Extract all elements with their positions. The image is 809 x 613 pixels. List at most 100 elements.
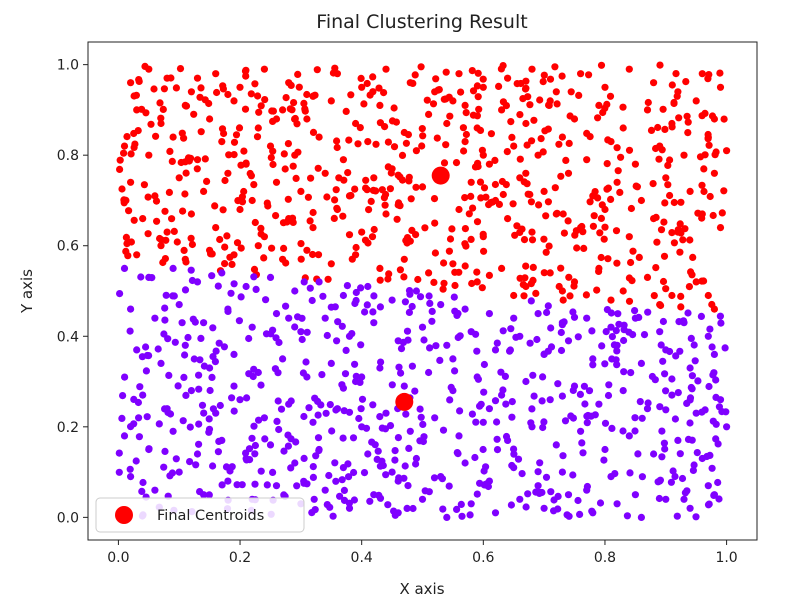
cluster-1-point [670,198,678,207]
cluster-2-point [182,391,190,399]
cluster-1-point [315,133,323,141]
cluster-1-point [163,228,171,236]
cluster-2-point [230,350,238,358]
cluster-2-point [561,417,570,425]
cluster-1-point [236,205,244,214]
cluster-1-point [652,213,660,221]
cluster-1-point [261,96,269,104]
cluster-1-point [225,151,233,159]
cluster-2-point [412,287,420,295]
cluster-2-point [272,310,281,318]
cluster-1-point [116,165,124,173]
cluster-1-point [682,78,690,86]
cluster-2-point [601,419,610,427]
cluster-1-point [606,92,615,100]
cluster-1-point [330,214,338,222]
cluster-1-point [551,63,559,71]
cluster-2-point [198,401,207,409]
cluster-2-point [708,343,716,351]
cluster-2-point [480,388,488,396]
cluster-2-point [473,490,481,498]
cluster-2-point [715,403,724,411]
cluster-1-point [333,143,341,152]
cluster-1-point [370,225,378,234]
cluster-2-point [118,414,126,422]
cluster-1-point [668,123,676,131]
cluster-2-point [228,394,236,402]
cluster-1-point [216,235,224,244]
cluster-2-point [588,507,596,515]
cluster-2-point [388,381,396,389]
cluster-2-point [345,499,353,507]
cluster-1-point [528,228,536,236]
cluster-2-point [279,355,287,363]
cluster-2-point [250,365,258,373]
cluster-1-point [287,81,295,89]
cluster-1-point [487,199,495,207]
x-tick-label: 0.2 [229,550,251,566]
cluster-1-point [632,182,640,190]
cluster-1-point [443,119,451,128]
cluster-1-point [332,186,340,194]
cluster-1-point [388,117,397,125]
cluster-1-point [536,96,544,104]
cluster-2-point [121,373,129,381]
cluster-1-point [207,250,215,258]
cluster-1-point [462,242,470,250]
cluster-1-point [238,193,246,201]
cluster-2-point [252,285,260,293]
cluster-2-point [660,439,669,447]
cluster-2-point [319,292,327,300]
cluster-1-point [251,218,259,227]
cluster-1-point [539,78,547,86]
cluster-1-point [380,89,388,97]
cluster-2-point [576,510,584,518]
cluster-1-point [269,160,277,169]
cluster-1-point [180,134,188,142]
cluster-2-point [418,323,427,331]
cluster-1-point [586,198,594,206]
cluster-1-point [613,178,621,186]
cluster-2-point [160,463,168,471]
cluster-1-point [260,254,268,262]
cluster-1-point [260,65,268,73]
cluster-2-point [137,273,145,281]
cluster-1-point [670,98,678,107]
cluster-1-point [219,206,227,214]
cluster-2-point [453,311,461,319]
cluster-1-point [369,88,377,96]
cluster-1-point [116,156,124,164]
cluster-2-point [480,481,488,489]
cluster-1-point [425,110,433,118]
cluster-2-point [417,413,425,421]
cluster-2-point [205,491,213,499]
cluster-1-point [710,169,719,177]
cluster-2-point [623,512,632,520]
cluster-2-point [493,446,502,454]
cluster-1-point [692,97,700,105]
cluster-2-point [533,335,541,344]
chart-title: Final Clustering Result [316,11,527,33]
cluster-1-point [457,88,465,96]
cluster-2-point [426,299,434,307]
cluster-1-point [482,193,490,201]
cluster-2-point [318,371,326,379]
cluster-1-point [709,211,717,220]
cluster-1-point [313,66,321,74]
cluster-2-point [187,266,195,274]
cluster-2-point [274,397,282,405]
cluster-1-point [583,156,591,164]
cluster-1-point [478,284,486,292]
cluster-1-point [653,238,661,246]
cluster-1-point [442,68,450,76]
cluster-1-point [469,87,478,95]
cluster-2-point [408,362,416,370]
cluster-1-point [132,91,140,99]
cluster-2-point [196,488,204,496]
cluster-1-point [627,204,636,213]
cluster-1-point [566,292,574,300]
cluster-2-point [352,372,360,380]
cluster-1-point [580,244,588,252]
cluster-1-point [182,102,190,110]
cluster-2-point [236,396,244,404]
